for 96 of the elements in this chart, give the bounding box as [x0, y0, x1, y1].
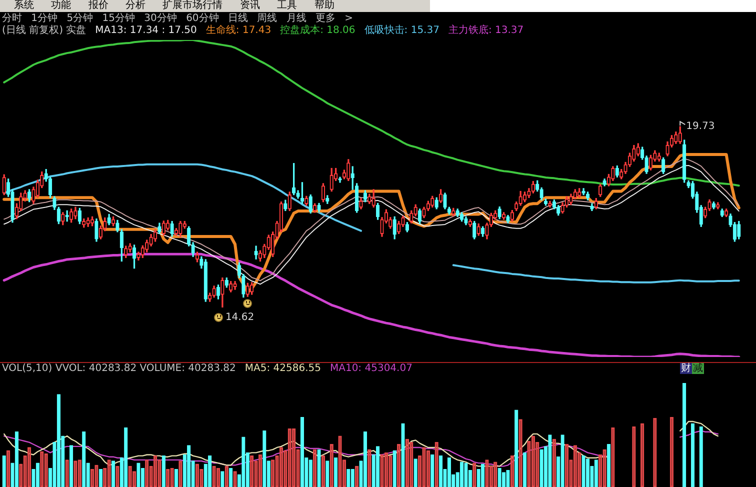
candlestick [330, 168, 334, 192]
candlestick [300, 182, 304, 204]
candlestick [120, 229, 124, 262]
candlestick [288, 192, 292, 212]
candlestick [368, 194, 372, 204]
candlestick [220, 278, 224, 308]
candlestick [195, 252, 200, 262]
candlestick [737, 220, 741, 240]
candlestick [149, 234, 153, 246]
text: MA10: 45304.07 [330, 363, 412, 374]
annotation: 19.73 [686, 121, 715, 132]
candlestick [32, 186, 36, 204]
text: 主力铁底: 13.37 [448, 25, 524, 36]
candlestick [27, 189, 32, 202]
candlestick [518, 190, 522, 206]
candlestick [661, 157, 666, 174]
candlestick [480, 226, 485, 237]
candlestick [292, 163, 296, 196]
candlestick [216, 284, 220, 300]
candlestick [510, 210, 514, 222]
candlestick [506, 214, 510, 224]
candlestick [522, 192, 527, 202]
candlestick [312, 203, 317, 213]
candlestick [321, 183, 326, 202]
candlestick [212, 286, 216, 298]
candlestick [376, 202, 380, 220]
candlestick [204, 259, 208, 302]
candlestick [569, 194, 573, 206]
candlestick [582, 188, 586, 196]
candlestick [405, 222, 410, 232]
text: 分时 1分钟 5分钟 15分钟 30分钟 60分钟 日线 周线 月线 更多 > [2, 13, 354, 24]
candlestick [178, 220, 182, 237]
candlestick [94, 218, 98, 242]
candlestick [304, 196, 308, 206]
candlestick [552, 199, 556, 210]
candlestick [460, 212, 464, 222]
text: 减 [692, 363, 704, 374]
candlestick [456, 208, 460, 218]
candlestick [472, 220, 476, 240]
candlestick [682, 140, 686, 183]
candlestick [338, 176, 342, 183]
candlestick [116, 220, 120, 232]
candlestick [128, 243, 132, 252]
candlestick [162, 220, 166, 236]
candlestick [246, 282, 250, 297]
candlestick [308, 194, 312, 214]
candlestick [250, 282, 254, 295]
candlestick [657, 152, 661, 162]
candlestick [111, 216, 116, 226]
candlestick [422, 206, 426, 218]
candlestick [158, 222, 162, 234]
candlestick [590, 203, 594, 212]
candlestick [392, 216, 396, 240]
candlestick [527, 188, 531, 198]
text: 财 [680, 363, 692, 374]
candlestick [317, 202, 321, 212]
candlestick [90, 216, 94, 226]
candlestick [598, 184, 602, 197]
text: 低吸快击: 15.37 [364, 25, 440, 36]
candlestick [443, 192, 447, 210]
candlestick [124, 246, 128, 258]
candlestick [86, 217, 90, 227]
candlestick [611, 166, 615, 181]
candlestick [363, 190, 368, 202]
candlestick [560, 202, 564, 214]
text: MA13: 17.34 : 17.50 [95, 25, 197, 36]
candlestick [346, 159, 350, 181]
candlestick [602, 178, 606, 186]
candlestick [632, 144, 636, 162]
candlestick [540, 187, 544, 200]
candlestick [229, 281, 233, 292]
candlestick [254, 246, 258, 260]
candlestick [578, 188, 582, 198]
candlestick [359, 198, 363, 210]
candlestick [170, 220, 174, 237]
text: MA5: 42586.55 [244, 363, 321, 374]
candlestick [284, 200, 288, 212]
candlestick [464, 216, 468, 226]
candlestick [166, 220, 170, 230]
text: 14.62 [225, 312, 254, 323]
candlestick [74, 206, 78, 220]
chart-title: (日线 前复权) 实盘 [2, 25, 86, 36]
candlestick [136, 252, 140, 260]
text: 控盘成本: 18.06 [280, 25, 356, 36]
candlestick [476, 223, 480, 236]
candlestick [69, 208, 74, 223]
candlestick [498, 206, 502, 220]
candlestick [326, 195, 330, 204]
candlestick [233, 281, 237, 290]
candlestick [107, 214, 111, 226]
candlestick [65, 210, 69, 222]
text: 生命线: 17.43 [206, 25, 272, 36]
candlestick [296, 190, 300, 199]
candlestick [678, 126, 682, 144]
candlestick [666, 141, 670, 156]
chart-title: VOL(5,10) VVOL: 40283.82 VOLUME: 40283.82 [2, 363, 236, 374]
